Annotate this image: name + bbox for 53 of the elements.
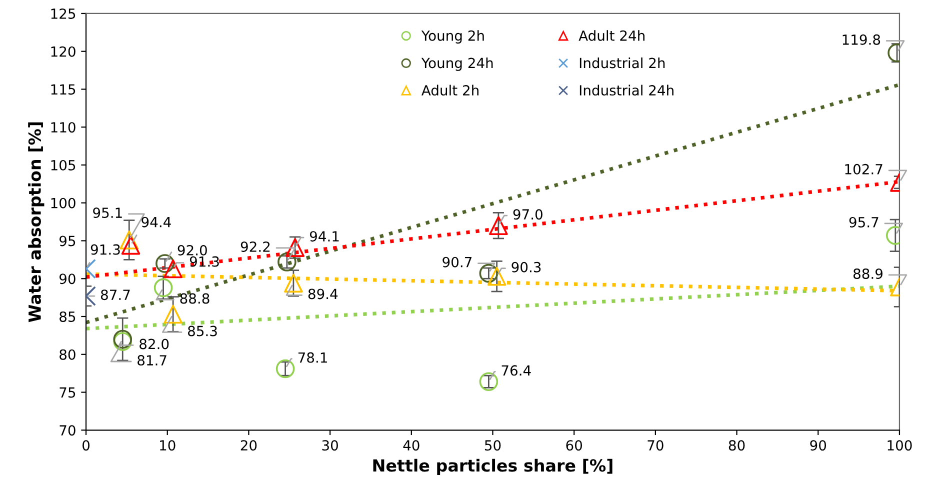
legend-label: Young 2h [421,30,484,44]
x-tick-label: 40 [403,440,420,451]
y-tick-label: 75 [60,387,76,398]
data-label: 97.0 [513,209,542,220]
y-tick-label: 70 [60,425,76,436]
y-axis-title: Water absorption [%] [28,122,44,322]
data-label: 88.8 [180,293,210,304]
x-tick-label: 20 [240,440,257,451]
data-label: 76.4 [502,365,531,376]
x-tick-label: 0 [82,440,90,451]
data-label: 82.0 [140,338,169,350]
legend-label: Industrial 24h [580,84,674,96]
y-tick-label: 110 [51,122,76,133]
data-label: 94.1 [310,231,339,242]
y-tick-label: 125 [51,8,76,19]
x-tick-label: 60 [566,440,582,451]
data-label: 92.2 [240,241,270,252]
data-label: 88.9 [853,268,882,279]
y-tick-label: 80 [60,349,76,360]
legend-label: Industrial 2h [580,57,665,68]
x-tick-label: 30 [322,440,338,451]
data-label: 94.4 [142,216,171,228]
data-label: 89.4 [308,288,338,300]
data-label: 102.7 [845,164,882,174]
data-label: 81.7 [138,355,166,366]
data-label: 85.3 [188,326,217,336]
y-tick-label: 90 [60,274,76,284]
y-tick-label: 120 [51,46,76,57]
x-tick-label: 80 [728,440,745,451]
x-axis-title: Nettle particles share [%] [373,458,612,475]
x-tick-label: 10 [160,440,176,451]
y-tick-label: 105 [51,160,76,170]
data-label: 95.7 [849,216,878,228]
x-tick-label: 90 [810,440,826,451]
data-label: 92.0 [178,244,207,256]
legend-label: Adult 2h [422,84,478,96]
data-label: 91.3 [190,256,219,267]
y-tick-label: 85 [60,311,76,322]
x-tick-label: 70 [648,440,664,451]
data-label: 119.8 [842,34,880,45]
data-label: 90.3 [512,262,541,272]
data-label: 95.1 [93,208,122,218]
data-label: 78.1 [298,352,327,363]
x-tick-label: 50 [484,440,501,451]
legend-label: Adult 24h [578,30,644,41]
data-label: 90.7 [442,256,472,268]
legend-label: Young 24h [421,57,493,71]
x-tick-label: 100 [888,440,912,451]
y-tick-label: 115 [51,84,76,95]
data-label: 87.7 [100,290,130,300]
y-tick-label: 100 [51,198,76,208]
data-label: 91.3 [90,244,120,255]
y-tick-label: 95 [60,236,76,246]
